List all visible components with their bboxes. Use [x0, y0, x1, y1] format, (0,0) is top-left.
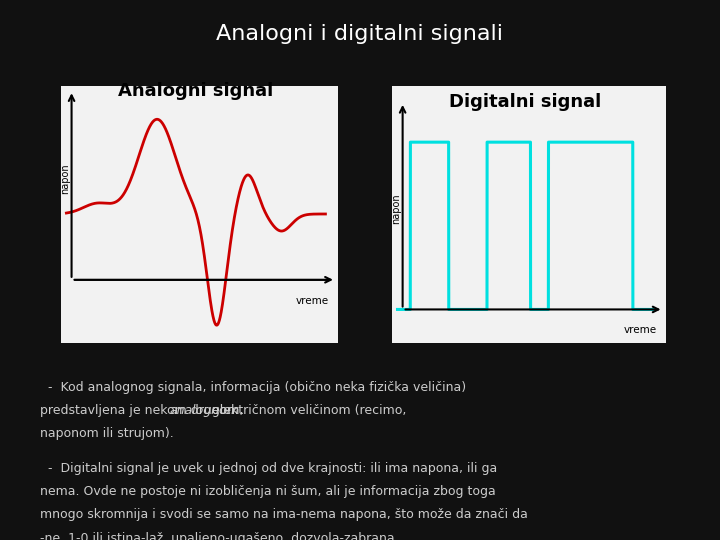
Text: vreme: vreme	[624, 325, 657, 335]
Text: mnogo skromnija i svodi se samo na ima-nema napona, što može da znači da: mnogo skromnija i svodi se samo na ima-n…	[40, 509, 528, 522]
Text: -ne, 1-0 ili istina-laž, upaljeno-ugašeno, dozvola-zabrana...: -ne, 1-0 ili istina-laž, upaljeno-ugašen…	[40, 531, 406, 540]
Text: vreme: vreme	[296, 295, 329, 306]
Text: Analogni i digitalni signali: Analogni i digitalni signali	[217, 24, 503, 44]
Text: napon: napon	[60, 163, 70, 194]
Text: -  Kod analognog signala, informacija (obično neka fizička veličina): - Kod analognog signala, informacija (ob…	[40, 381, 466, 394]
Text: analognom: analognom	[169, 404, 239, 417]
Text: napon: napon	[391, 194, 401, 225]
Text: predstavljena je nekom drugom,: predstavljena je nekom drugom,	[40, 404, 247, 417]
Text: električnom veličinom (recimo,: električnom veličinom (recimo,	[208, 404, 406, 417]
Text: nema. Ovde ne postoje ni izobličenja ni šum, ali je informacija zbog toga: nema. Ovde ne postoje ni izobličenja ni …	[40, 485, 495, 498]
Text: Digitalni signal: Digitalni signal	[449, 93, 601, 111]
Text: naponom ili strujom).: naponom ili strujom).	[40, 427, 174, 440]
Text: Analogni signal: Analogni signal	[118, 83, 274, 100]
Text: -  Digitalni signal je uvek u jednoj od dve krajnosti: ili ima napona, ili ga: - Digitalni signal je uvek u jednoj od d…	[40, 462, 497, 475]
